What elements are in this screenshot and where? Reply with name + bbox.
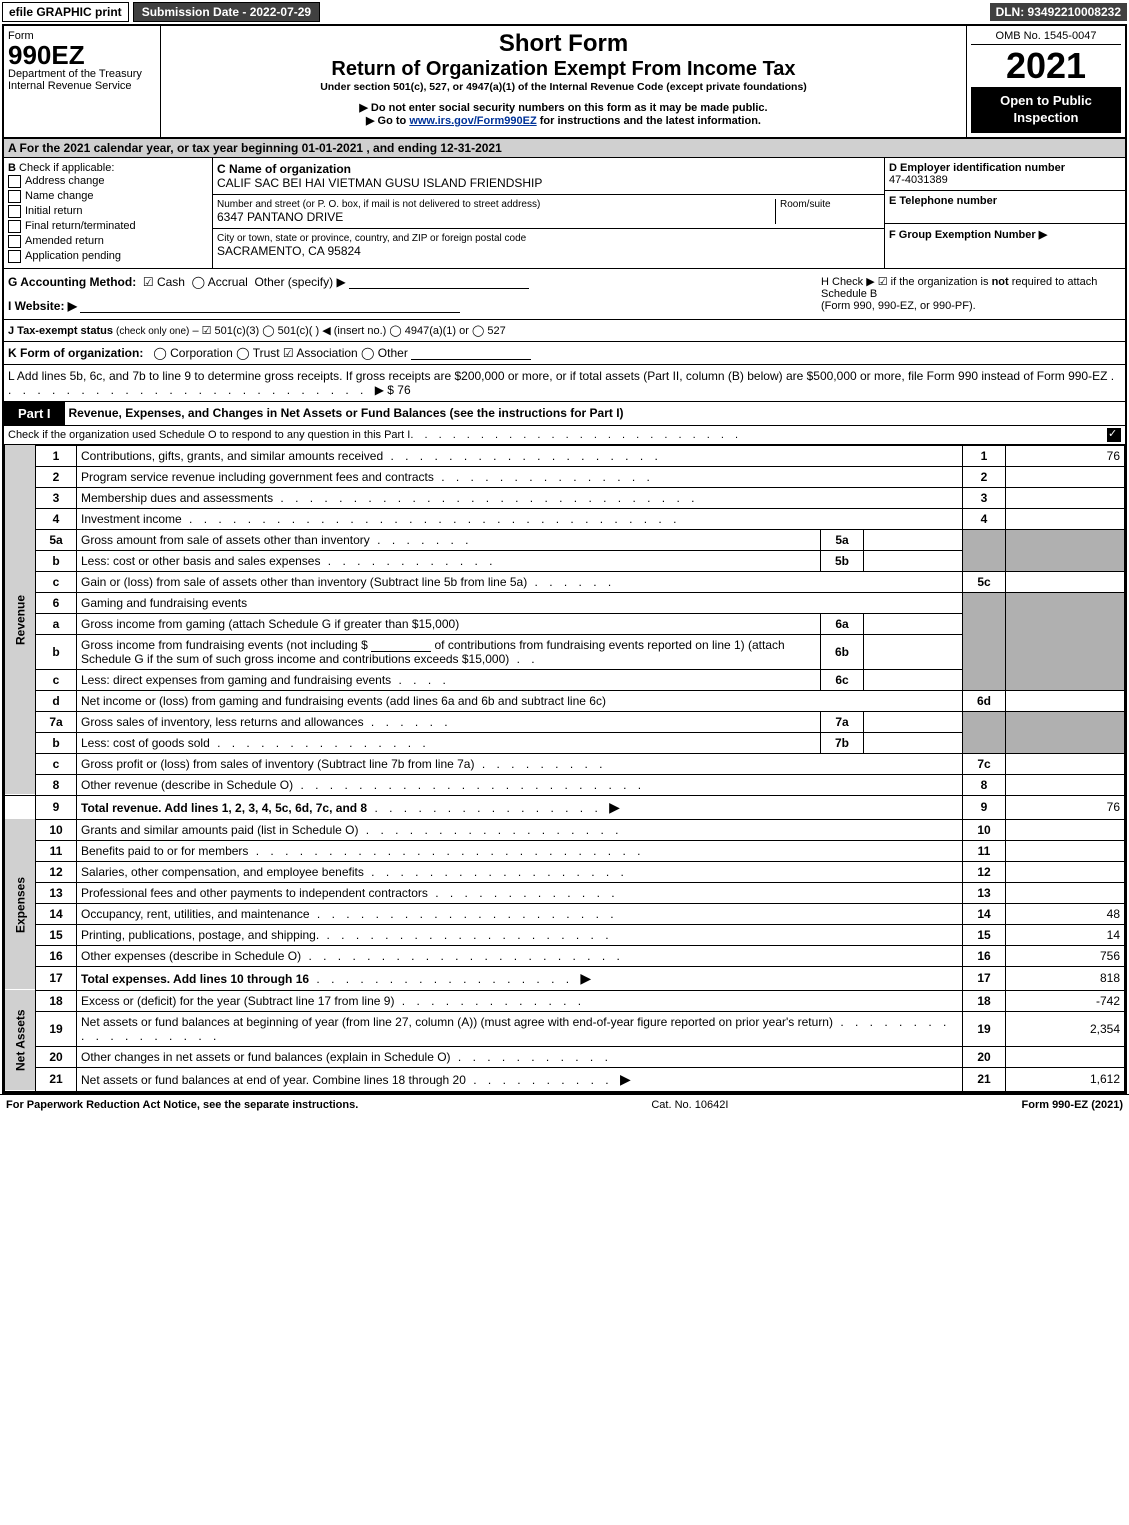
cb-final-return[interactable] <box>8 220 21 233</box>
6b-amount-input[interactable] <box>371 639 431 652</box>
return-title: Return of Organization Exempt From Incom… <box>165 58 962 81</box>
check-if: Check if applicable: <box>19 162 114 174</box>
short-form-title: Short Form <box>165 30 962 58</box>
cb-name-change[interactable] <box>8 190 21 203</box>
room-label: Room/suite <box>780 199 880 210</box>
check-o-text: Check if the organization used Schedule … <box>8 429 410 441</box>
city: SACRAMENTO, CA 95824 <box>217 244 880 258</box>
j-label: J Tax-exempt status <box>8 325 113 337</box>
under-section: Under section 501(c), 527, or 4947(a)(1)… <box>165 81 962 93</box>
cb-application-pending[interactable] <box>8 250 21 263</box>
expenses-side-label: Expenses <box>5 819 36 990</box>
c-name-label: C Name of organization <box>217 162 351 176</box>
h-text1: H Check ▶ ☑ if the organization is <box>821 276 992 288</box>
street: 6347 PANTANO DRIVE <box>217 210 775 224</box>
g-label: G Accounting Method: <box>8 275 136 289</box>
cb-schedule-o[interactable] <box>1107 428 1121 442</box>
b-label: B <box>8 162 16 174</box>
d-label: D Employer identification number <box>889 162 1065 174</box>
submission-date: Submission Date - 2022-07-29 <box>133 2 320 22</box>
k-label: K Form of organization: <box>8 346 143 360</box>
amt-19: 2,354 <box>1006 1011 1125 1046</box>
section-a: A For the 2021 calendar year, or tax yea… <box>4 138 1125 158</box>
revenue-side-label: Revenue <box>5 445 36 795</box>
amt-16: 756 <box>1006 945 1125 966</box>
cb-amended-return[interactable] <box>8 235 21 248</box>
open-public-badge: Open to Public Inspection <box>971 87 1121 133</box>
j-options: – ☑ 501(c)(3) ◯ 501(c)( ) ◀ (insert no.)… <box>192 325 505 337</box>
form-number: 990EZ <box>8 42 156 68</box>
i-label: I Website: ▶ <box>8 299 77 313</box>
cb-address-change[interactable] <box>8 175 21 188</box>
amt-18: -742 <box>1006 990 1125 1011</box>
addr-label: Number and street (or P. O. box, if mail… <box>217 199 775 210</box>
l-text: L Add lines 5b, 6c, and 7b to line 9 to … <box>8 369 1107 383</box>
website-input[interactable] <box>80 300 460 313</box>
amt-1: 76 <box>1006 445 1125 466</box>
city-label: City or town, state or province, country… <box>217 233 880 244</box>
ein: 47-4031389 <box>889 174 1121 186</box>
f-label: F Group Exemption Number ▶ <box>889 229 1047 241</box>
amt-17: 818 <box>1006 966 1125 990</box>
dln: DLN: 93492210008232 <box>990 3 1127 21</box>
cb-initial-return[interactable] <box>8 205 21 218</box>
amt-14: 48 <box>1006 903 1125 924</box>
irs-link[interactable]: www.irs.gov/Form990EZ <box>409 115 536 127</box>
netassets-side-label: Net Assets <box>5 990 36 1091</box>
part1-title: Revenue, Expenses, and Changes in Net As… <box>65 402 1125 424</box>
amt-9: 76 <box>1006 795 1125 819</box>
footer-right: Form 990-EZ (2021) <box>1022 1099 1124 1111</box>
goto-line: ▶ Go to www.irs.gov/Form990EZ for instru… <box>165 114 962 127</box>
e-label: E Telephone number <box>889 195 997 207</box>
amt-21: 1,612 <box>1006 1067 1125 1091</box>
dept-treasury: Department of the Treasury <box>8 68 156 80</box>
part1-label: Part I <box>4 402 65 425</box>
amt-15: 14 <box>1006 924 1125 945</box>
tax-year: 2021 <box>971 45 1121 87</box>
k-options: ◯ Corporation ◯ Trust ☑ Association ◯ Ot… <box>153 346 407 360</box>
ssn-warning: ▶ Do not enter social security numbers o… <box>165 101 962 114</box>
k-other-input[interactable] <box>411 347 531 360</box>
org-name: CALIF SAC BEI HAI VIETMAN GUSU ISLAND FR… <box>217 176 880 190</box>
l-amount: ▶ $ 76 <box>375 383 411 397</box>
efile-print-button[interactable]: efile GRAPHIC print <box>2 2 129 22</box>
footer-cat: Cat. No. 10642I <box>358 1099 1021 1111</box>
other-specify-input[interactable] <box>349 276 529 289</box>
dept-irs: Internal Revenue Service <box>8 80 156 92</box>
footer-left: For Paperwork Reduction Act Notice, see … <box>6 1099 358 1111</box>
omb-number: OMB No. 1545-0047 <box>971 30 1121 45</box>
